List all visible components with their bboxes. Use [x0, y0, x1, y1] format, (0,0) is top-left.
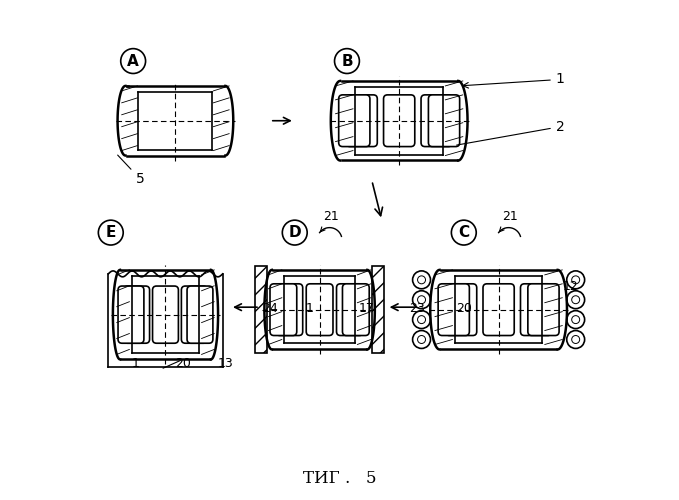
FancyBboxPatch shape: [342, 284, 369, 336]
Text: 2: 2: [456, 120, 564, 145]
FancyBboxPatch shape: [270, 284, 297, 336]
FancyBboxPatch shape: [528, 284, 559, 336]
FancyBboxPatch shape: [421, 95, 452, 146]
Text: 1: 1: [132, 357, 140, 370]
FancyBboxPatch shape: [438, 284, 469, 336]
Text: 24: 24: [262, 302, 278, 315]
FancyBboxPatch shape: [445, 284, 477, 336]
FancyBboxPatch shape: [384, 95, 415, 146]
Text: ΤИГ .   5: ΤИГ . 5: [303, 470, 376, 487]
FancyBboxPatch shape: [153, 286, 179, 343]
FancyBboxPatch shape: [521, 284, 552, 336]
Text: 20: 20: [456, 302, 472, 315]
FancyBboxPatch shape: [181, 286, 207, 343]
Text: 1: 1: [306, 302, 314, 315]
FancyBboxPatch shape: [339, 95, 370, 146]
Text: B: B: [341, 54, 353, 68]
Text: 5: 5: [117, 155, 145, 186]
Text: A: A: [127, 54, 139, 68]
Text: 1: 1: [463, 72, 565, 88]
FancyBboxPatch shape: [276, 284, 303, 336]
FancyBboxPatch shape: [306, 284, 333, 336]
Text: E: E: [106, 225, 116, 240]
FancyBboxPatch shape: [428, 95, 460, 146]
Text: 12: 12: [563, 280, 579, 293]
FancyBboxPatch shape: [337, 284, 363, 336]
FancyBboxPatch shape: [483, 284, 514, 336]
Text: D: D: [289, 225, 301, 240]
Text: 23: 23: [409, 302, 424, 315]
Text: 21: 21: [323, 210, 338, 223]
Text: 13: 13: [217, 357, 233, 370]
Bar: [255, 266, 268, 354]
FancyBboxPatch shape: [187, 286, 213, 343]
FancyBboxPatch shape: [346, 95, 378, 146]
Text: 20: 20: [175, 357, 191, 370]
FancyBboxPatch shape: [124, 286, 149, 343]
Text: C: C: [458, 225, 469, 240]
FancyBboxPatch shape: [118, 286, 144, 343]
Bar: [372, 266, 384, 354]
Text: 21: 21: [502, 210, 517, 223]
Text: 17: 17: [359, 302, 375, 315]
